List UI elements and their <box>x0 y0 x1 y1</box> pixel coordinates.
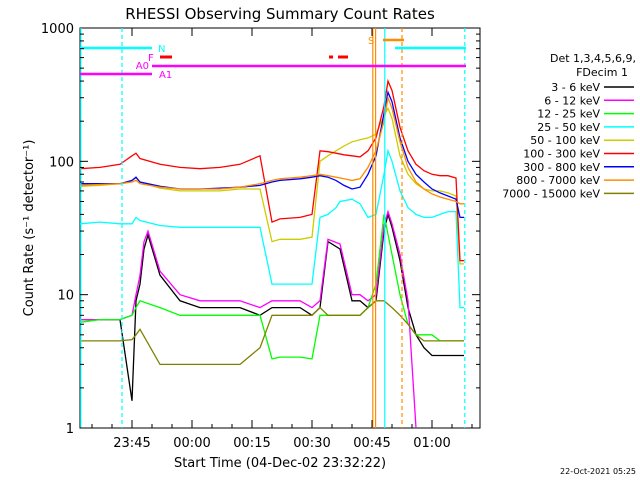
series-line-7 <box>80 89 464 219</box>
series-line-2 <box>80 209 417 429</box>
legend-label-6: 100 - 300 keV <box>523 148 600 161</box>
series-line-4 <box>79 148 464 309</box>
x-tick-label: 01:00 <box>413 436 450 451</box>
annotation-s: S <box>368 36 374 47</box>
series-line-9 <box>80 300 464 366</box>
annotation-n: N <box>158 44 165 55</box>
x-tick-label: 23:45 <box>113 436 150 451</box>
legend-label-4: 25 - 50 keV <box>537 121 600 134</box>
y-axis-label: Count Rate (s⁻¹ detector⁻¹) <box>22 140 37 317</box>
series-line-5 <box>79 106 464 265</box>
x-tick-label: 00:00 <box>173 436 210 451</box>
legend-label-1: 3 - 6 keV <box>551 81 600 94</box>
legend-label-2: 6 - 12 keV <box>544 94 600 107</box>
x-tick-label: 00:15 <box>233 436 270 451</box>
marker-layer: FN A0 A1 S <box>80 28 466 428</box>
tick-layer: 1 10 100 1000 23:45 00:00 00:15 00:30 00:45 01:00 <box>41 22 480 451</box>
y-tick-label: 100 <box>49 155 74 170</box>
legend-header-line-2: FDecim 1 <box>576 66 628 79</box>
annotation-a0: A0 <box>136 61 149 72</box>
x-tick-label: 00:30 <box>293 436 330 451</box>
series-line-1 <box>80 211 464 401</box>
legend-header-line-1: Det 1,3,4,5,6,9, <box>550 52 636 65</box>
series-layer <box>79 78 464 429</box>
timestamp: 22-Oct-2021 05:25 <box>560 467 636 476</box>
x-tick-label: 00:45 <box>353 436 390 451</box>
series-line-6 <box>79 78 464 262</box>
legend-label-8: 800 - 7000 keV <box>516 174 600 187</box>
annotation-a1: A1 <box>159 70 172 81</box>
y-tick-label: 10 <box>57 289 74 304</box>
legend-label-3: 12 - 25 keV <box>537 108 600 121</box>
annotation-f: F <box>148 53 154 64</box>
series-line-3 <box>79 214 464 360</box>
series-line-8 <box>79 95 464 205</box>
x-axis-label: Start Time (04-Dec-02 23:32:22) <box>174 456 386 471</box>
legend-label-5: 50 - 100 keV <box>530 134 600 147</box>
y-tick-label: 1000 <box>41 22 74 37</box>
plot-frame <box>79 27 481 429</box>
y-tick-label: 1 <box>66 422 74 437</box>
legend-label-7: 300 - 800 keV <box>523 161 600 174</box>
legend-label-9: 7000 - 15000 keV <box>502 187 600 200</box>
chart-title: RHESSI Observing Summary Count Rates <box>125 5 435 23</box>
